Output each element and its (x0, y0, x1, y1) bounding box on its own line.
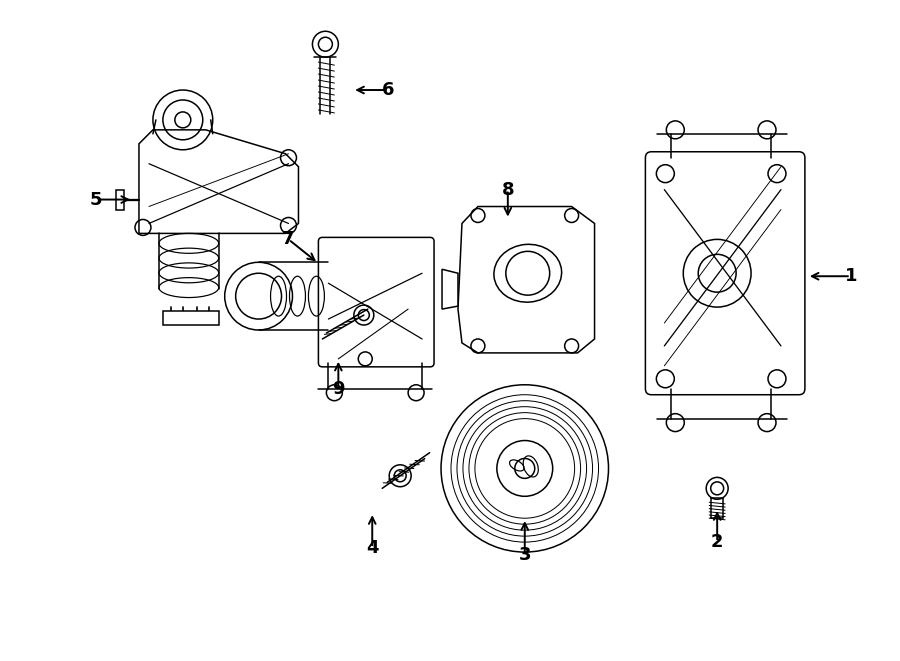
FancyBboxPatch shape (319, 237, 434, 367)
Text: 7: 7 (283, 231, 294, 249)
Text: 3: 3 (518, 546, 531, 564)
Text: 9: 9 (332, 380, 345, 398)
Text: 8: 8 (501, 180, 514, 198)
Text: 5: 5 (90, 190, 103, 209)
Text: 4: 4 (366, 539, 379, 557)
Polygon shape (139, 130, 299, 233)
Bar (116, 190, 124, 210)
FancyBboxPatch shape (645, 152, 805, 395)
Text: 1: 1 (844, 267, 857, 286)
Bar (163, 311, 219, 325)
Text: 6: 6 (382, 81, 394, 99)
Text: 2: 2 (711, 533, 724, 551)
Polygon shape (458, 206, 595, 353)
Polygon shape (442, 269, 458, 309)
